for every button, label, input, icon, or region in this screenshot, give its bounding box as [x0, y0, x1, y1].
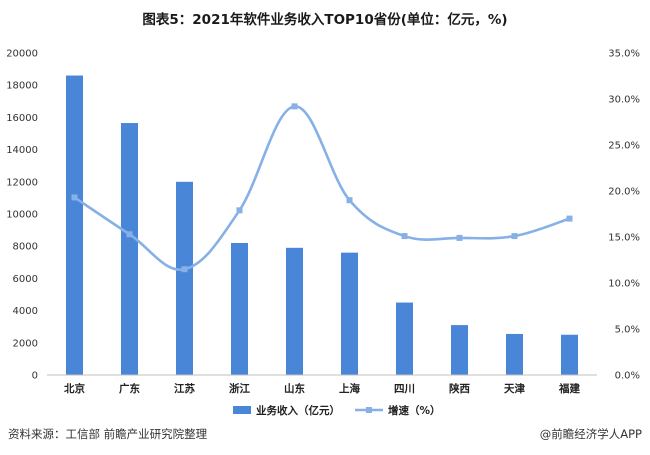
category-label: 浙江 [229, 382, 250, 395]
line-point [291, 103, 298, 110]
bar [561, 334, 578, 375]
category-labels: 北京 广东 江苏 浙江 山东 上海 四川 陕西 天津 福建 [64, 382, 580, 395]
line-point [456, 234, 463, 241]
legend-line-label: 增速（%） [388, 404, 441, 417]
growth-line-points [71, 103, 573, 273]
left-tick-label: 4000 [13, 306, 38, 317]
left-tick-label: 16000 [6, 113, 38, 124]
bar [286, 247, 303, 375]
category-label: 上海 [339, 382, 360, 395]
right-tick-label: 10.0% [608, 279, 640, 290]
line-point [566, 215, 573, 222]
left-tick-label: 18000 [6, 81, 38, 92]
category-label: 山东 [284, 382, 305, 395]
legend: 业务收入（亿元） 增速（%） [233, 404, 441, 417]
source-note: 资料来源：工信部 前瞻产业研究院整理 [8, 427, 208, 441]
right-tick-label: 30.0% [608, 95, 640, 106]
bar [66, 75, 83, 375]
line-point [346, 197, 353, 204]
bar [451, 325, 468, 375]
category-label: 江苏 [174, 382, 195, 395]
line-point [126, 231, 133, 238]
right-tick-label: 5.0% [615, 325, 640, 336]
right-axis-ticks: 0.0% 5.0% 10.0% 15.0% 20.0% 25.0% 30.0% 35.0% [608, 49, 640, 382]
line-point [511, 233, 518, 240]
left-tick-label: 0 [32, 371, 38, 382]
footer: 资料来源：工信部 前瞻产业研究院整理 @前瞻经济学人APP [8, 426, 642, 446]
legend-bar-swatch [233, 406, 251, 414]
left-tick-label: 10000 [6, 210, 38, 221]
bar [176, 181, 193, 375]
legend-bar-label: 业务收入（亿元） [256, 404, 340, 417]
left-tick-label: 20000 [6, 49, 38, 60]
line-point [236, 207, 243, 214]
left-tick-label: 8000 [13, 242, 38, 253]
left-tick-label: 6000 [13, 274, 38, 285]
right-tick-label: 0.0% [615, 371, 640, 382]
chart-title: 图表5：2021年软件业务收入TOP10省份(单位：亿元，%) [142, 12, 508, 28]
right-tick-label: 35.0% [608, 49, 640, 60]
bar [506, 333, 523, 375]
right-tick-label: 20.0% [608, 187, 640, 198]
line-point [71, 194, 78, 201]
bar-series [66, 75, 578, 375]
bar [396, 302, 413, 375]
left-tick-label: 12000 [6, 177, 38, 188]
legend-line-marker [366, 407, 372, 413]
left-tick-label: 14000 [6, 145, 38, 156]
chart-svg: 0 2000 4000 6000 8000 10000 12000 14000 16000 180… [6, 49, 640, 418]
category-label: 北京 [64, 382, 85, 395]
bar [341, 252, 358, 375]
growth-line [73, 105, 570, 271]
category-label: 陕西 [449, 382, 470, 395]
category-label: 四川 [394, 383, 415, 395]
left-axis-ticks: 0 2000 4000 6000 8000 10000 12000 14000 16000 180… [6, 49, 38, 382]
category-label: 福建 [558, 382, 580, 395]
right-tick-label: 15.0% [608, 233, 640, 244]
bar [231, 242, 248, 375]
brand-credit: @前瞻经济学人APP [539, 427, 642, 441]
right-tick-label: 25.0% [608, 141, 640, 152]
line-point [401, 233, 408, 240]
left-tick-label: 2000 [13, 338, 38, 349]
bar [121, 123, 138, 375]
category-label: 广东 [119, 382, 140, 395]
line-point [181, 266, 188, 273]
category-label: 天津 [504, 382, 525, 395]
